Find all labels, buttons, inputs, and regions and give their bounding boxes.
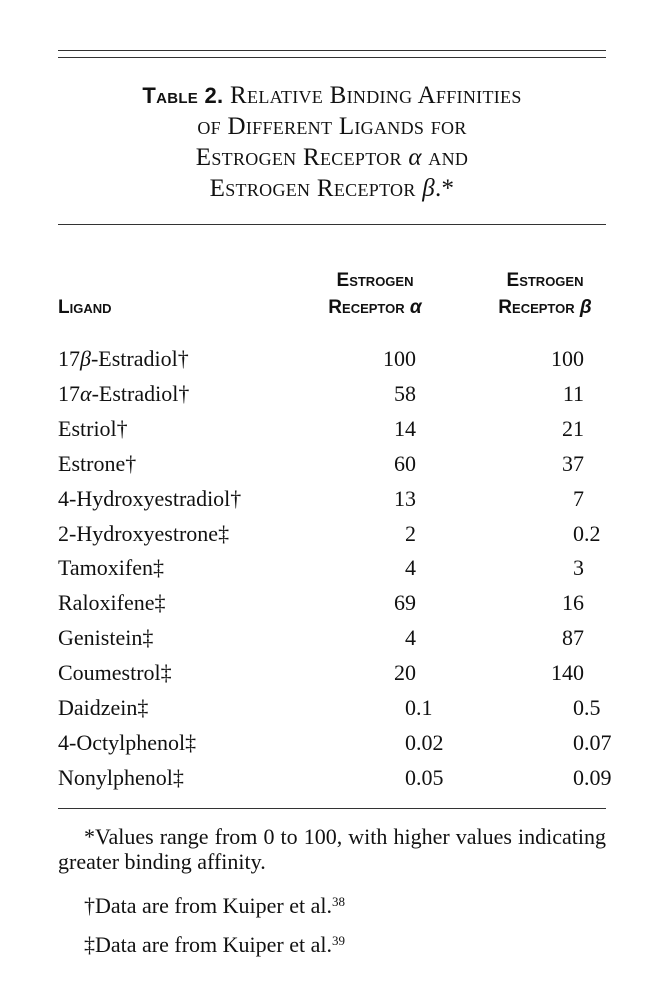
ligand-name: 4-Hydroxyestradiol† (58, 481, 241, 516)
footnote-star: *Values range from 0 to 100, with higher… (58, 824, 606, 874)
alpha-symbol: α (408, 144, 422, 171)
alpha-symbol: α (409, 297, 422, 318)
title-line: of Different Ligands for (197, 113, 467, 140)
title-line: Estrogen Receptor (195, 144, 409, 171)
beta-value: 0.2 (573, 520, 601, 546)
beta-value: 0.09 (573, 764, 612, 790)
alpha-value: 14 (394, 415, 416, 441)
header-text: Estrogen (506, 270, 584, 291)
ligand-text: Coumestrol‡ (58, 660, 172, 686)
alpha-value: 69 (394, 590, 416, 616)
alpha-value: 0.1 (405, 695, 433, 720)
table-row: 17β-Estradiol† 100 100 (58, 341, 606, 376)
beta-symbol: β (579, 297, 592, 318)
ligand-text: Nonylphenol‡ (58, 764, 184, 790)
beta-value: 0.5 (573, 695, 601, 720)
ligand-name: 17α-Estradiol† (58, 376, 189, 411)
title-rule (58, 224, 606, 225)
ligand-name: Tamoxifen‡ (58, 550, 164, 585)
reference-number: 39 (332, 933, 345, 948)
ligand-text: Raloxifene‡ (58, 590, 166, 616)
ligand-text: 4-Octylphenol‡ (58, 729, 197, 755)
ligand-name: 2-Hydroxyestrone‡ (58, 516, 229, 551)
beta-value: 0.07 (573, 729, 612, 755)
alpha-value: 100 (383, 346, 416, 371)
footnote-text: ‡Data are from Kuiper et al. (84, 932, 332, 957)
ligand-text: α (80, 380, 92, 406)
ligand-text: -Estradiol† (91, 380, 190, 406)
ligand-name: Daidzein‡ (58, 690, 148, 725)
header-alpha: Estrogen Receptor α (310, 267, 440, 321)
alpha-value: 58 (394, 380, 416, 406)
footnote-text: †Data are from Kuiper et al. (84, 893, 332, 918)
header-text: Receptor (498, 297, 575, 318)
ligand-text: β (80, 346, 91, 371)
title-line: Estrogen Receptor (209, 175, 423, 202)
top-rule-1 (58, 50, 606, 51)
table-row: Daidzein‡ 0.1 0.5 (58, 690, 606, 725)
alpha-value: 2 (405, 520, 416, 546)
beta-value: 37 (562, 450, 584, 476)
ligand-text: Estrone† (58, 450, 137, 476)
ligand-text: -Estradiol† (90, 346, 189, 371)
title-line: .* (434, 175, 455, 202)
ligand-name: Estriol† (58, 411, 128, 446)
table-row: Genistein‡ 4 87 (58, 620, 606, 655)
table-row: 4-Hydroxyestradiol† 13 7 (58, 481, 606, 516)
ligand-name: Nonylphenol‡ (58, 760, 184, 795)
footnote-dagger: †Data are from Kuiper et al.38 (84, 889, 632, 918)
table-row: Estrone† 60 37 (58, 446, 606, 481)
beta-value: 3 (573, 555, 584, 581)
table-row: Estriol† 14 21 (58, 411, 606, 446)
title-line: and (421, 144, 469, 171)
beta-value: 87 (562, 625, 584, 651)
header-text: Estrogen (336, 270, 414, 291)
table-row: Coumestrol‡ 20 140 (58, 655, 606, 690)
top-rule-2 (58, 57, 606, 58)
ligand-name: Genistein‡ (58, 620, 153, 655)
footnote-double-dagger: ‡Data are from Kuiper et al.39 (84, 928, 632, 957)
bottom-rule (58, 808, 606, 809)
beta-symbol: β (422, 175, 435, 202)
table-row: 4-Octylphenol‡ 0.02 0.07 (58, 725, 612, 760)
table-row: 2-Hydroxyestrone‡ 2 0.2 (58, 516, 606, 551)
ligand-text: 2-Hydroxyestrone‡ (58, 520, 230, 546)
beta-value: 21 (562, 415, 584, 441)
ligand-name: 4-Octylphenol‡ (58, 725, 196, 760)
table-title: Table 2. Relative Binding Affinities of … (58, 80, 606, 204)
alpha-value: 13 (394, 485, 416, 511)
table-row: 17α-Estradiol† 58 11 (58, 376, 606, 411)
ligand-text: Estriol† (58, 415, 128, 441)
header-beta: Estrogen Receptor β (480, 267, 610, 321)
ligand-text: 17 (58, 380, 80, 406)
beta-value: 16 (562, 590, 584, 616)
table-row: Nonylphenol‡ 0.05 0.09 (58, 760, 612, 795)
ligand-name: 17β-Estradiol† (58, 341, 189, 376)
beta-value: 7 (573, 485, 584, 511)
header-ligand: Ligand (58, 297, 112, 318)
ligand-text: Genistein‡ (58, 625, 154, 651)
ligand-name: Estrone† (58, 446, 136, 481)
alpha-value: 4 (405, 625, 416, 651)
ligand-text: Daidzein‡ (58, 695, 149, 720)
reference-number: 38 (332, 894, 345, 909)
table-row: Tamoxifen‡ 4 3 (58, 550, 606, 585)
header-text: Receptor (328, 297, 405, 318)
ligand-text: 17 (58, 346, 80, 371)
title-line: Relative Binding Affinities (230, 82, 522, 109)
beta-value: 140 (551, 660, 584, 686)
ligand-text: 4-Hydroxyestradiol† (58, 485, 242, 511)
beta-value: 100 (551, 346, 584, 371)
ligand-text: Tamoxifen‡ (58, 555, 164, 581)
table-label: Table 2. (142, 83, 224, 108)
alpha-value: 0.05 (405, 764, 444, 790)
alpha-value: 20 (394, 660, 416, 686)
ligand-name: Raloxifene‡ (58, 585, 166, 620)
alpha-value: 60 (394, 450, 416, 476)
alpha-value: 4 (405, 555, 416, 581)
table-row: Raloxifene‡ 69 16 (58, 585, 606, 620)
alpha-value: 0.02 (405, 729, 444, 755)
beta-value: 11 (562, 380, 584, 406)
ligand-name: Coumestrol‡ (58, 655, 172, 690)
